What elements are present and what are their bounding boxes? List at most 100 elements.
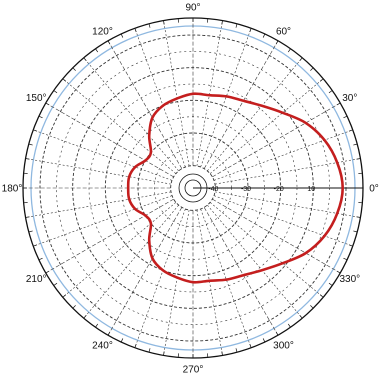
outer-tick xyxy=(319,78,324,82)
outer-tick xyxy=(25,158,30,160)
outer-tick xyxy=(336,102,341,106)
outer-tick xyxy=(275,40,279,45)
angle-tick-label: 0° xyxy=(369,184,379,195)
angular-spoke xyxy=(207,57,303,172)
outer-tick xyxy=(28,143,33,146)
angular-spoke xyxy=(33,129,173,181)
radial-tick-label: -40 xyxy=(208,186,218,193)
outer-tick xyxy=(33,244,38,247)
label-layer: 0° 30° 60° 90° 120° 150° 180° 210° 240° 270° 300° 3… xyxy=(2,3,379,376)
outer-tick xyxy=(62,294,67,298)
angular-spoke xyxy=(83,204,179,319)
outer-tick xyxy=(72,67,76,71)
outer-tick xyxy=(348,244,353,247)
angular-spoke xyxy=(213,129,353,181)
outer-tick xyxy=(38,115,43,119)
angle-tick-label: 90° xyxy=(185,3,200,14)
outer-tick xyxy=(28,230,33,233)
radial-tick-label: -20 xyxy=(274,186,284,193)
angular-spoke xyxy=(163,20,190,167)
angular-spoke xyxy=(107,207,183,336)
angular-spoke xyxy=(134,208,186,348)
angular-spoke xyxy=(196,20,223,167)
angular-spoke xyxy=(25,158,172,185)
outer-tick xyxy=(310,67,314,71)
angle-tick-label: 30° xyxy=(342,93,357,104)
outer-tick xyxy=(275,331,279,336)
outer-tick xyxy=(356,216,361,218)
outer-tick xyxy=(62,78,67,82)
angular-spoke xyxy=(62,78,177,174)
angle-tick-label: 240° xyxy=(92,340,113,351)
angular-spoke xyxy=(45,198,174,274)
grid-layer xyxy=(22,17,364,359)
outer-tick xyxy=(95,323,99,328)
angle-tick-label: 330° xyxy=(339,274,360,285)
outer-tick xyxy=(45,270,50,274)
angular-spoke xyxy=(212,102,341,178)
outer-tick xyxy=(163,20,165,25)
outer-tick xyxy=(262,338,266,343)
outer-tick xyxy=(343,257,348,261)
outer-tick xyxy=(83,314,87,319)
outer-tick xyxy=(262,33,266,38)
outer-tick xyxy=(348,129,353,132)
outer-tick xyxy=(53,90,58,94)
outer-tick xyxy=(163,351,165,356)
angular-spoke xyxy=(25,191,172,218)
outer-tick xyxy=(148,348,151,353)
angular-spoke xyxy=(196,209,223,356)
outer-tick xyxy=(95,48,99,53)
outer-tick xyxy=(336,270,341,274)
outer-tick xyxy=(45,102,50,106)
angular-spoke xyxy=(203,40,279,169)
angular-spoke xyxy=(212,198,341,274)
outer-tick xyxy=(343,115,348,119)
angle-tick-label: 210° xyxy=(26,274,47,285)
outer-tick xyxy=(134,28,137,33)
angular-spoke xyxy=(214,191,361,218)
angular-spoke xyxy=(83,57,179,172)
outer-tick xyxy=(299,314,303,319)
outer-tick xyxy=(287,48,291,53)
angular-spoke xyxy=(33,195,173,247)
angle-tick-label: 120° xyxy=(92,27,113,38)
outer-tick xyxy=(120,338,124,343)
outer-tick xyxy=(249,343,252,348)
angular-spoke xyxy=(207,204,303,319)
angle-tick-label: 60° xyxy=(276,27,291,38)
angle-tick-label: 270° xyxy=(183,365,204,376)
radial-tick-label: 10 xyxy=(307,186,315,193)
outer-tick xyxy=(299,57,303,62)
outer-tick xyxy=(353,143,358,146)
outer-tick xyxy=(310,305,314,309)
outer-tick xyxy=(38,257,43,261)
outer-tick xyxy=(53,282,58,286)
outer-tick xyxy=(33,129,38,132)
outer-tick xyxy=(353,230,358,233)
outer-tick xyxy=(72,305,76,309)
angle-tick-label: 180° xyxy=(2,184,23,195)
outer-tick xyxy=(328,90,333,94)
outer-tick xyxy=(319,294,324,298)
outer-tick xyxy=(83,57,87,62)
angular-spoke xyxy=(107,40,183,169)
outer-tick xyxy=(148,23,151,28)
outer-tick xyxy=(221,351,223,356)
angular-spoke xyxy=(209,202,324,298)
radiation-pattern-line xyxy=(126,92,344,284)
series-layer xyxy=(126,92,344,284)
outer-tick xyxy=(107,331,111,336)
outer-tick xyxy=(107,40,111,45)
outer-tick xyxy=(120,33,124,38)
angle-tick-label: 150° xyxy=(26,93,47,104)
angular-spoke xyxy=(213,195,353,247)
angular-spoke xyxy=(45,102,174,178)
outer-tick xyxy=(328,282,333,286)
outer-tick xyxy=(134,343,137,348)
angular-spoke xyxy=(62,202,177,298)
angle-tick-label: 300° xyxy=(273,340,294,351)
angular-spoke xyxy=(163,209,190,356)
